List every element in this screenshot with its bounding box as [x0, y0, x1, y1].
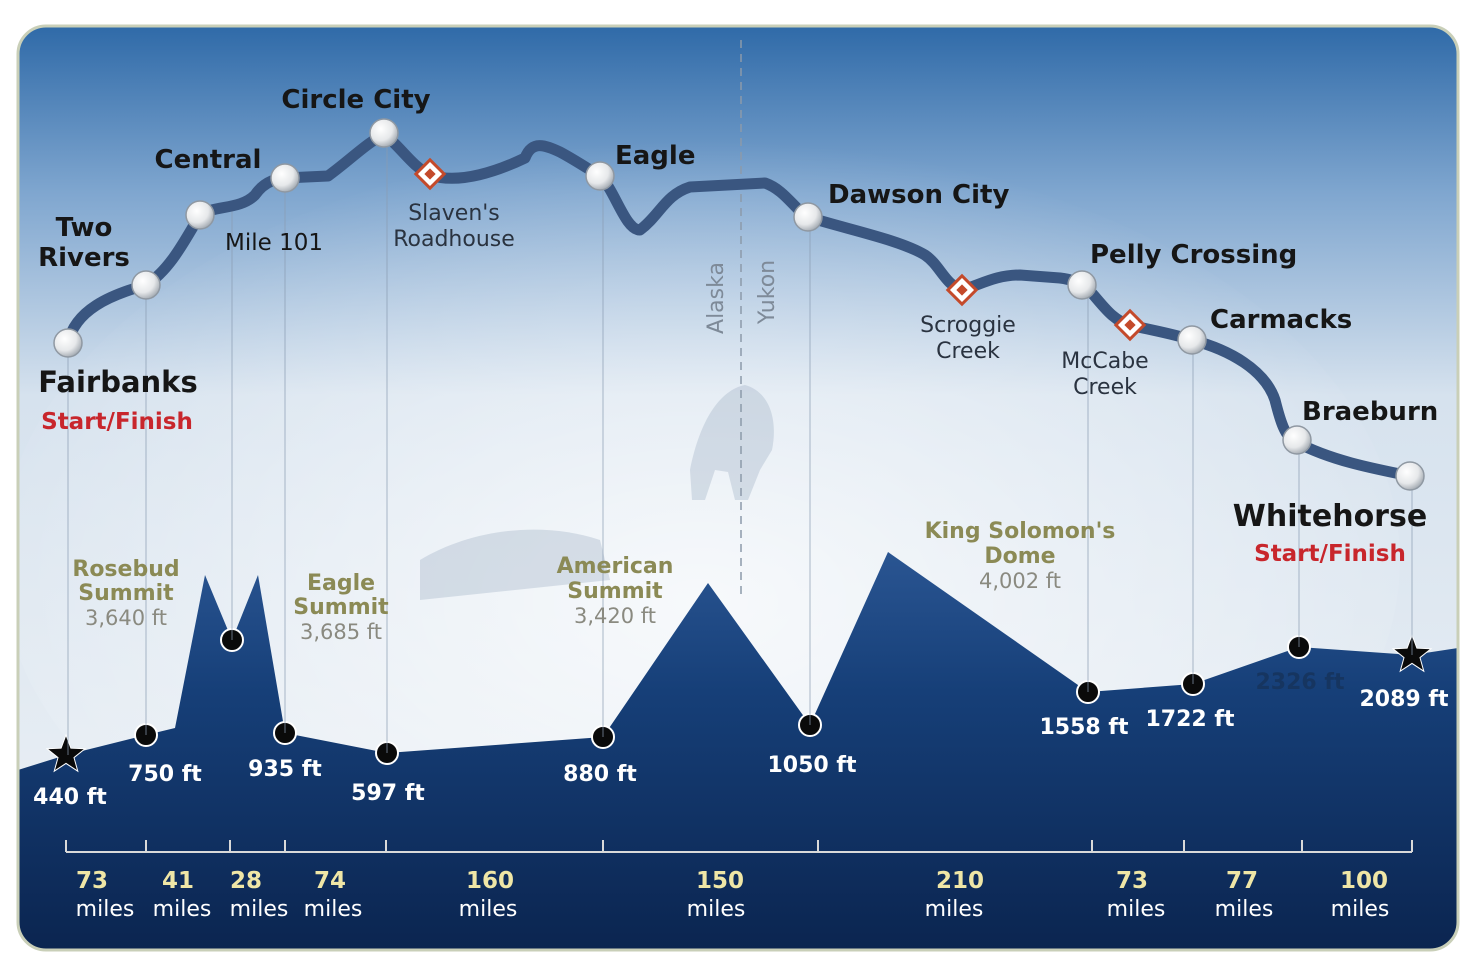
summit-name: Eagle	[307, 571, 375, 596]
checkpoint-marker	[585, 161, 615, 191]
stop-name: Carmacks	[1210, 305, 1352, 335]
summit-elevation: 3,640 ft	[85, 606, 167, 630]
elevation-label: 1558 ft	[1040, 715, 1129, 740]
checkpoint-marker	[53, 328, 83, 358]
frame-border	[16, 24, 1460, 952]
summit-name: Summit	[567, 579, 663, 604]
checkpoint-marker	[1177, 325, 1207, 355]
segment-miles-number: 41	[162, 868, 194, 894]
summit-elevation: 3,420 ft	[574, 604, 656, 628]
start-finish-label: Start/Finish	[1254, 541, 1406, 567]
checkpoint-marker	[131, 270, 161, 300]
border-label-alaska: Alaska	[704, 262, 729, 334]
stop-name: Braeburn	[1302, 397, 1438, 427]
elevation-label: 935 ft	[248, 757, 322, 782]
segment-miles-unit: miles	[687, 897, 746, 922]
elevation-profile	[18, 552, 1458, 950]
stop-name: McCabe	[1061, 349, 1148, 374]
segment-miles-unit: miles	[1107, 897, 1166, 922]
stop-name: Creek	[936, 339, 1000, 364]
segment-miles-unit: miles	[459, 897, 518, 922]
stop-name: Dawson City	[828, 180, 1009, 210]
border-label-yukon: Yukon	[755, 260, 780, 325]
elevation-label: 1050 ft	[768, 753, 857, 778]
stop-name: Scroggie	[920, 313, 1016, 338]
segment-miles-number: 150	[696, 868, 744, 894]
segment-miles-unit: miles	[304, 897, 363, 922]
summit-name: Summit	[78, 581, 174, 606]
segment-miles-unit: miles	[925, 897, 984, 922]
stop-name: Central	[155, 145, 262, 175]
roadhouse-marker-center	[424, 168, 436, 180]
stop-name: Roadhouse	[393, 227, 515, 252]
stop-name: Two	[56, 213, 113, 243]
checkpoint-marker	[185, 200, 215, 230]
elevation-label: 2089 ft	[1360, 687, 1449, 712]
stop-name: Slaven's	[408, 201, 500, 226]
summit-name: Summit	[293, 595, 389, 620]
elevation-label: 597 ft	[351, 781, 425, 806]
stop-name: Creek	[1073, 375, 1137, 400]
segment-miles-unit: miles	[230, 897, 289, 922]
segment-miles-unit: miles	[76, 897, 135, 922]
checkpoint-marker	[1395, 461, 1425, 491]
segment-miles-number: 77	[1226, 868, 1258, 894]
checkpoint-marker	[1282, 425, 1312, 455]
summit-name: American	[557, 554, 674, 579]
stop-name: Rivers	[38, 243, 130, 273]
segment-miles-number: 74	[314, 868, 346, 894]
checkpoint-marker	[1067, 270, 1097, 300]
checkpoint-marker	[793, 202, 823, 232]
roadhouse-marker-center	[956, 284, 968, 296]
checkpoint-marker	[270, 163, 300, 193]
stop-name: Circle City	[281, 85, 430, 115]
summit-elevation: 3,685 ft	[300, 620, 382, 644]
segment-miles-number: 160	[466, 868, 514, 894]
route-line	[62, 129, 1416, 482]
segment-miles-unit: miles	[153, 897, 212, 922]
summit-name: Rosebud	[72, 557, 179, 582]
stop-name: Fairbanks	[38, 365, 197, 399]
segment-miles-unit: miles	[1331, 897, 1390, 922]
elevation-label: 750 ft	[128, 762, 202, 787]
stop-name: Mile 101	[225, 230, 323, 256]
stop-name: Whitehorse	[1233, 499, 1427, 534]
segment-miles-number: 73	[76, 868, 108, 894]
summit-elevation: 4,002 ft	[979, 569, 1061, 593]
elevation-label: 880 ft	[563, 762, 637, 787]
stop-name: Eagle	[615, 141, 695, 171]
musher-silhouette	[420, 385, 774, 600]
summit-name: King Solomon's	[925, 519, 1116, 544]
segment-miles-number: 100	[1340, 868, 1388, 894]
segment-miles-number: 73	[1116, 868, 1148, 894]
segment-miles-number: 28	[230, 868, 262, 894]
elevation-label: 440 ft	[33, 785, 107, 810]
elevation-label: 2326 ft	[1256, 670, 1345, 695]
stop-name: Pelly Crossing	[1090, 240, 1297, 270]
summit-name: Dome	[984, 544, 1055, 569]
star-marker	[45, 733, 87, 773]
roadhouse-marker-center	[1124, 319, 1136, 331]
segment-miles-unit: miles	[1215, 897, 1274, 922]
checkpoint-marker	[369, 118, 399, 148]
start-finish-label: Start/Finish	[41, 409, 193, 435]
elevation-label: 1722 ft	[1146, 707, 1235, 732]
segment-miles-number: 210	[936, 868, 984, 894]
